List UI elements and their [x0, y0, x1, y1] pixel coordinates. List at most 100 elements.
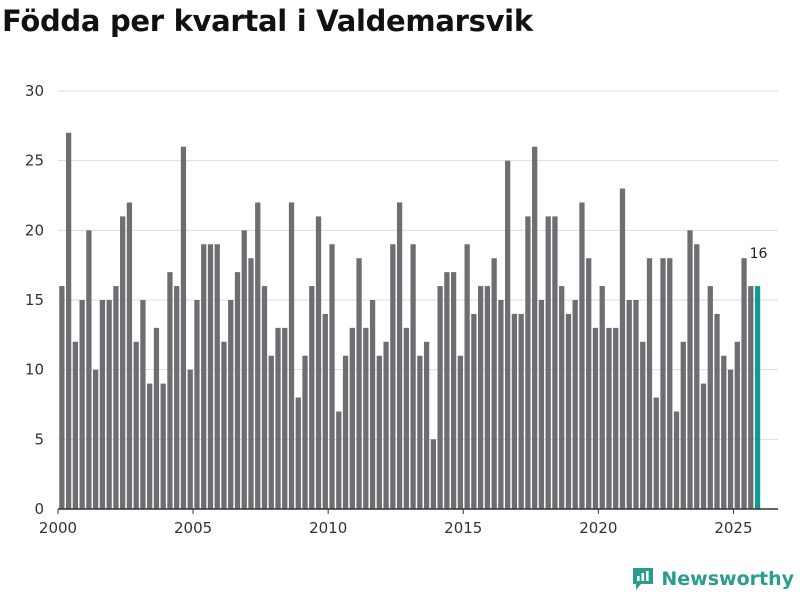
- bar: [444, 272, 450, 509]
- bar: [484, 286, 491, 509]
- bar: [241, 230, 247, 509]
- bar: [471, 313, 477, 509]
- bar: [295, 397, 301, 509]
- bar: [268, 355, 274, 509]
- bar: [207, 244, 214, 509]
- bar: [741, 258, 747, 509]
- bar: [383, 341, 389, 509]
- bar: [201, 244, 207, 509]
- brand-name: Newsworthy: [661, 568, 794, 590]
- bar: [376, 355, 382, 509]
- bar: [403, 327, 409, 509]
- y-tick-label: 30: [25, 82, 44, 100]
- bar: [126, 202, 133, 509]
- bar: [315, 216, 322, 509]
- bar: [66, 132, 72, 510]
- bar: [187, 369, 193, 509]
- bar: [174, 286, 180, 509]
- bar: [342, 355, 349, 509]
- x-axis-ticks: 2000 2005 2010 2015 2020 2025: [39, 508, 778, 537]
- bar: [72, 341, 79, 509]
- bar: [180, 146, 187, 510]
- data-labels: 16: [750, 246, 768, 262]
- latest-value-label: 16: [750, 246, 768, 262]
- bar: [646, 258, 653, 509]
- bar: [356, 258, 362, 509]
- bar: [619, 188, 626, 509]
- bar: [511, 313, 518, 509]
- bar: [700, 383, 707, 509]
- bar: [288, 202, 295, 509]
- bar: [396, 202, 403, 509]
- bar: [99, 300, 106, 509]
- bar: [309, 286, 315, 509]
- bar: [194, 300, 200, 509]
- bar: [727, 369, 734, 509]
- bar: [660, 258, 666, 509]
- bar: [140, 300, 146, 509]
- bar: [491, 258, 497, 509]
- bar: [349, 327, 355, 509]
- bar: [613, 327, 619, 509]
- bar: [680, 341, 686, 509]
- bar: [721, 355, 727, 509]
- x-tick-label: 2025: [714, 519, 752, 537]
- bar: [147, 383, 153, 509]
- bar: [498, 300, 504, 509]
- x-tick-label: 2015: [444, 519, 482, 537]
- bar: [369, 300, 376, 509]
- bar: [633, 300, 639, 509]
- x-tick-label: 2010: [309, 519, 347, 537]
- bar: [59, 286, 65, 509]
- bar: [93, 369, 99, 509]
- bar: [261, 286, 268, 509]
- bar: [113, 286, 119, 509]
- bar-latest: [754, 286, 761, 509]
- bar: [410, 244, 416, 509]
- bar: [336, 411, 342, 509]
- bar: [417, 355, 423, 509]
- bar: [167, 272, 173, 509]
- bar: [545, 216, 551, 509]
- y-tick-label: 20: [25, 221, 44, 239]
- bar: [133, 341, 139, 509]
- bar: [322, 313, 328, 509]
- brand-logo: Newsworthy: [631, 566, 794, 592]
- bar: [694, 244, 700, 509]
- bar: [457, 355, 464, 509]
- bar: [525, 216, 531, 509]
- bar: [214, 244, 220, 509]
- bar: [234, 272, 241, 509]
- bar: [505, 160, 511, 510]
- y-tick-label: 0: [34, 500, 44, 518]
- bar: [565, 313, 572, 509]
- bar: [437, 286, 443, 509]
- bar: [538, 300, 545, 509]
- bar: [478, 286, 484, 509]
- y-axis-ticks: 0 5 10 15 20 25 30: [25, 82, 44, 518]
- y-tick-label: 15: [25, 291, 44, 309]
- bar: [228, 300, 234, 509]
- bar: [592, 327, 599, 509]
- y-tick-label: 10: [25, 361, 44, 379]
- bar: [518, 313, 524, 509]
- x-tick-label: 2005: [174, 519, 212, 537]
- bar: [532, 146, 538, 510]
- bar: [464, 244, 470, 509]
- x-tick-label: 2020: [579, 519, 617, 537]
- bar: [390, 244, 396, 509]
- bar: [687, 230, 693, 509]
- bar: [599, 286, 605, 509]
- bar: [450, 272, 457, 509]
- bar: [120, 216, 126, 509]
- bar: [282, 327, 288, 509]
- bar: [673, 411, 680, 509]
- bar: [302, 355, 308, 509]
- bar: [160, 383, 166, 509]
- newsworthy-logo-icon: [633, 568, 654, 590]
- y-tick-label: 5: [34, 430, 44, 448]
- bar: [714, 313, 720, 509]
- bars: [59, 132, 761, 510]
- chart-title: Födda per kvartal i Valdemarsvik: [2, 4, 533, 38]
